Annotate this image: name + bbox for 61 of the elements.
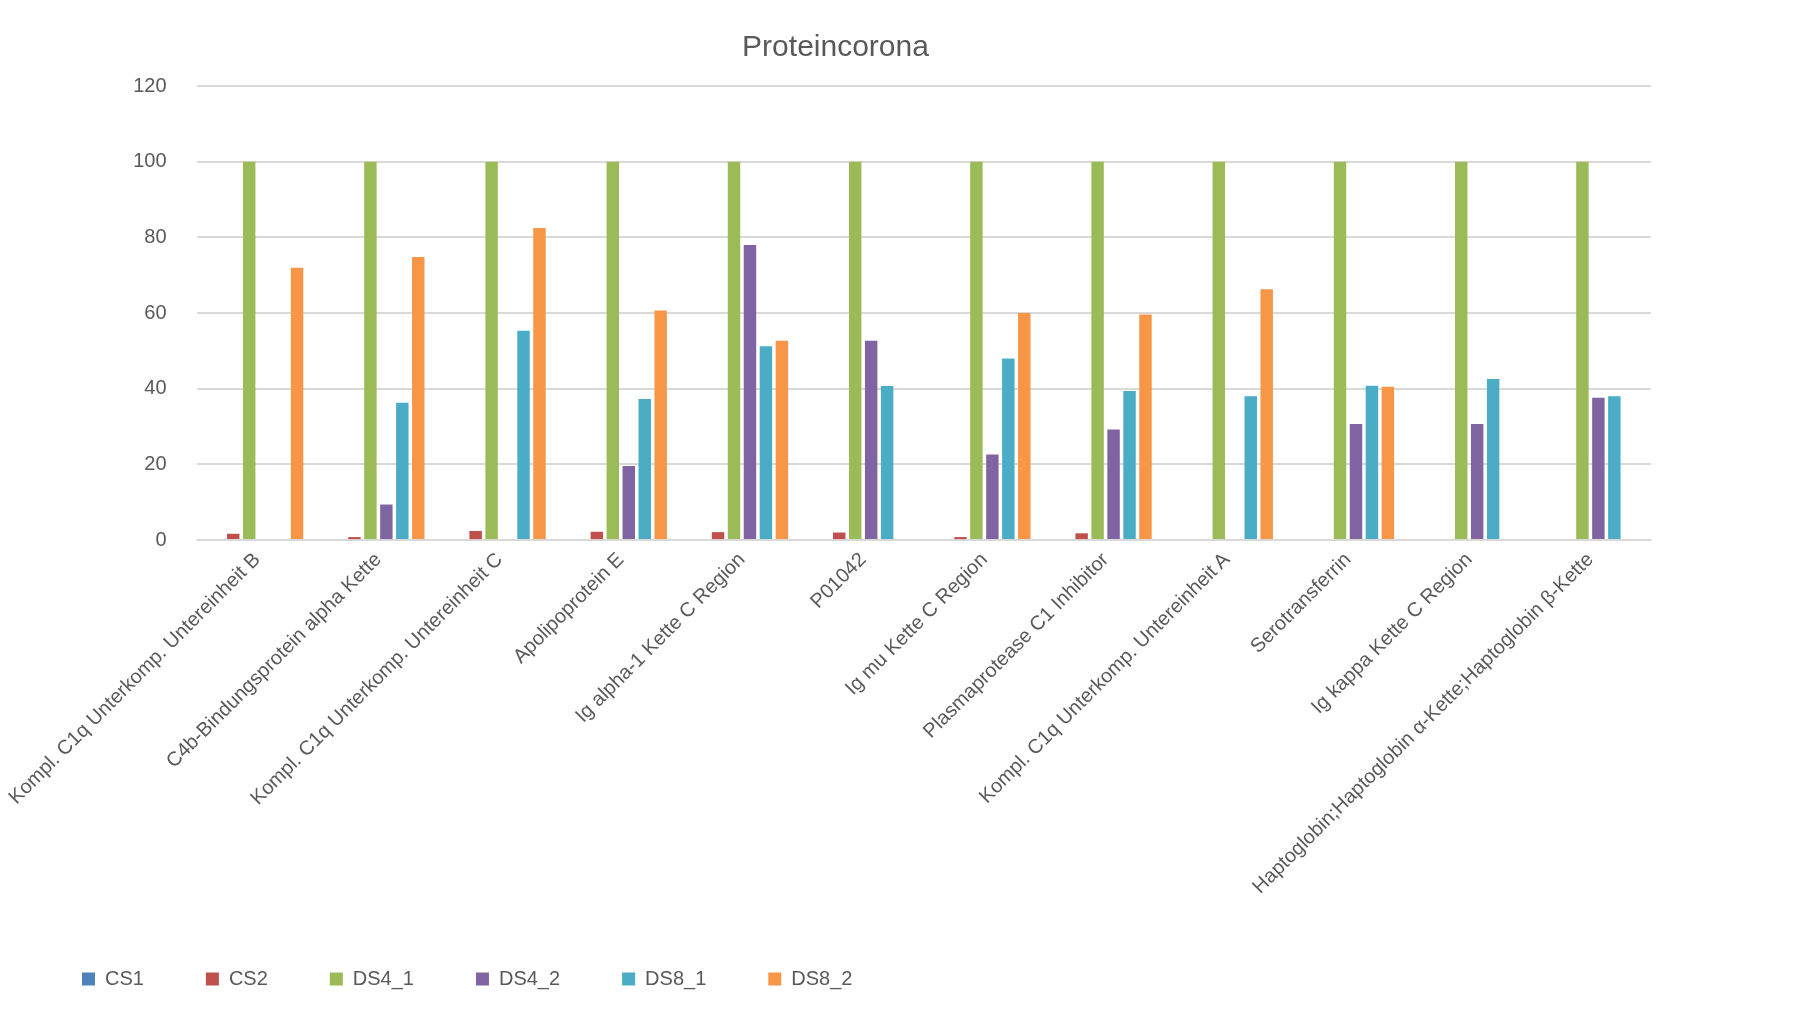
bar xyxy=(606,161,620,540)
bar xyxy=(1260,289,1273,540)
bar xyxy=(711,532,725,540)
bar xyxy=(590,531,604,540)
bar xyxy=(986,454,999,540)
bar xyxy=(380,504,393,540)
bar xyxy=(638,398,651,540)
bar xyxy=(1212,161,1226,540)
bar xyxy=(1018,313,1031,540)
bar xyxy=(1333,161,1347,540)
y-tick-label: 0 xyxy=(155,527,167,550)
chart-title: Proteincorona xyxy=(742,29,930,63)
bar xyxy=(1455,161,1468,540)
bar xyxy=(1139,314,1152,540)
bar xyxy=(727,161,741,540)
bar xyxy=(848,161,862,540)
bar xyxy=(622,465,635,540)
bar xyxy=(759,346,773,540)
bar xyxy=(880,386,894,540)
bar xyxy=(1486,378,1500,540)
bar xyxy=(348,537,361,540)
bar xyxy=(290,267,304,540)
bar xyxy=(1592,397,1605,540)
bar xyxy=(954,537,967,540)
bar xyxy=(242,161,256,540)
bar xyxy=(1608,396,1621,540)
bar xyxy=(412,257,425,540)
legend-label: CS1 xyxy=(105,966,144,989)
y-tick-label: 20 xyxy=(144,451,167,474)
bar xyxy=(654,310,667,540)
legend-label: DS8_2 xyxy=(791,966,853,990)
bar xyxy=(1365,385,1379,540)
bar xyxy=(517,330,530,540)
y-tick-label: 40 xyxy=(144,376,167,399)
bar xyxy=(364,161,377,540)
bar xyxy=(1576,161,1589,540)
legend-label: DS4_2 xyxy=(498,966,561,990)
y-tick-label: 120 xyxy=(133,73,167,96)
bar xyxy=(1470,423,1484,540)
legend-label: CS2 xyxy=(228,966,268,989)
bar xyxy=(1075,533,1088,540)
bar xyxy=(864,340,878,540)
bar xyxy=(533,227,546,540)
bar xyxy=(1349,423,1363,540)
y-tick-label: 100 xyxy=(133,149,167,172)
y-tick-label: 60 xyxy=(144,300,167,323)
bar xyxy=(1091,161,1104,540)
y-tick-label: 80 xyxy=(144,224,167,247)
legend-label: DS8_1 xyxy=(645,966,707,990)
bar xyxy=(970,161,983,540)
bar xyxy=(1381,386,1395,540)
bar xyxy=(743,244,757,540)
bar xyxy=(1244,396,1257,540)
legend-label: DS4_1 xyxy=(352,966,414,990)
bar xyxy=(396,402,409,540)
bar xyxy=(485,161,498,540)
bar xyxy=(1107,429,1120,540)
bar xyxy=(1123,391,1136,540)
bar xyxy=(1002,358,1015,540)
bar xyxy=(775,340,789,540)
bar xyxy=(469,531,482,540)
